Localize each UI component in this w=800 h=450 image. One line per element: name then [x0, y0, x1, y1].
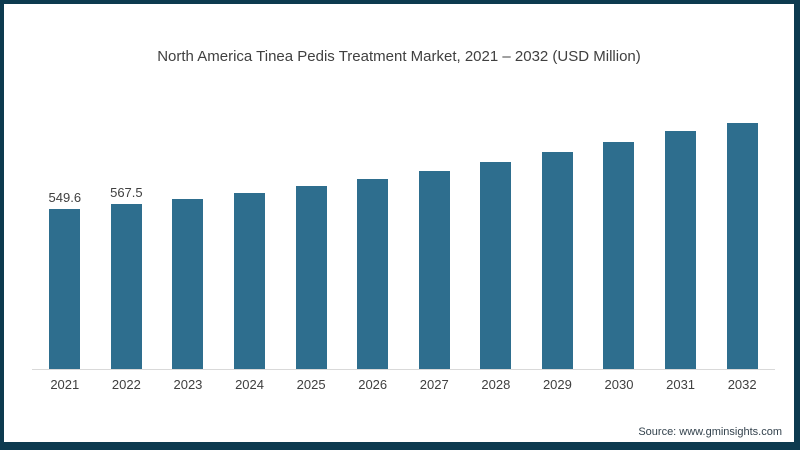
x-axis-tick-label: 2029 — [542, 377, 572, 392]
bar-column — [465, 119, 527, 369]
bar — [110, 203, 142, 369]
bar-column — [280, 119, 342, 369]
x-axis-tick-label: 2027 — [419, 377, 449, 392]
bar-column — [711, 119, 773, 369]
bar-column — [342, 119, 404, 369]
bar-column — [650, 119, 712, 369]
x-axis-tick-label: 2031 — [666, 377, 696, 392]
bar-value-label: 549.6 — [48, 190, 82, 206]
source-credit: Source: www.gminsights.com — [638, 426, 782, 438]
bar-column: 549.6 — [34, 119, 96, 369]
x-axis-tick-label: 2023 — [173, 377, 203, 392]
x-axis-tick-label: 2025 — [296, 377, 326, 392]
bar — [295, 185, 327, 369]
bar — [172, 198, 204, 369]
x-axis-tick-label: 2022 — [111, 377, 141, 392]
bar — [726, 123, 758, 369]
plot-area: 549.6 567.5 2021 2022 2023 2024 2025 2026 2027 2… — [32, 119, 775, 392]
x-axis-tick-label: 2024 — [235, 377, 264, 392]
x-axis-labels: 2021 2022 2023 2024 2025 2026 2027 2028 2029 2030… — [34, 377, 773, 392]
bar-column — [157, 119, 219, 369]
bar-column — [588, 119, 650, 369]
bar — [418, 170, 450, 369]
bar — [49, 209, 81, 369]
bar-column: 567.5 — [96, 119, 158, 369]
bar — [541, 151, 573, 369]
bar — [665, 130, 697, 369]
x-axis-line — [32, 369, 775, 370]
bar-column — [219, 119, 281, 369]
x-axis-tick-label: 2030 — [604, 377, 634, 392]
x-axis-tick-label: 2026 — [358, 377, 388, 392]
bar-value-label: 567.5 — [110, 184, 143, 200]
bar-column — [403, 119, 465, 369]
bar — [603, 142, 635, 369]
bar — [357, 178, 389, 369]
bar — [234, 193, 266, 369]
x-axis-tick-label: 2032 — [727, 377, 757, 392]
bars-container: 549.6 567.5 — [34, 119, 773, 369]
bar-column — [527, 119, 589, 369]
x-axis-tick-label: 2028 — [481, 377, 511, 392]
x-axis-tick-label: 2021 — [50, 377, 80, 392]
chart-title: North America Tinea Pedis Treatment Mark… — [157, 48, 641, 65]
bar — [480, 161, 512, 369]
